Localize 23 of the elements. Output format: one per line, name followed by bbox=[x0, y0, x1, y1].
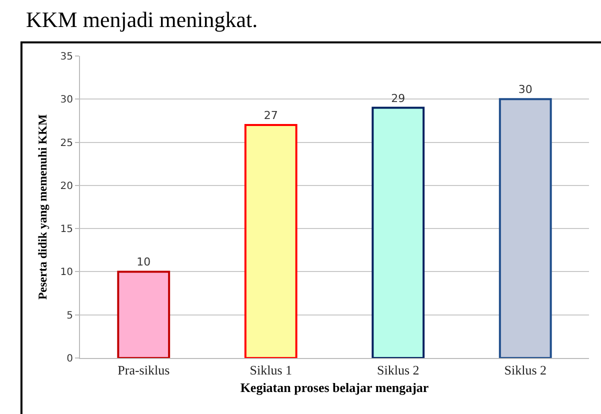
bar bbox=[372, 106, 425, 358]
data-label: 30 bbox=[518, 83, 532, 96]
y-tick-label: 5 bbox=[66, 310, 73, 322]
data-label: 27 bbox=[264, 109, 278, 122]
y-tick-label: 25 bbox=[60, 138, 73, 149]
y-tick-label: 30 bbox=[60, 94, 73, 106]
y-tick-label: 15 bbox=[60, 224, 73, 236]
bar bbox=[117, 270, 170, 358]
y-tick-label: 0 bbox=[66, 354, 73, 364]
x-tick-label: Siklus 1 bbox=[250, 362, 292, 378]
y-tick-label: 20 bbox=[60, 180, 73, 192]
x-tick-label: Pra-siklus bbox=[118, 362, 170, 378]
text: KKM menjadi meningkat. bbox=[26, 7, 258, 32]
y-tick-label: 10 bbox=[60, 267, 73, 278]
bar bbox=[244, 124, 298, 358]
bar bbox=[498, 98, 552, 358]
y-tick-label: 35 bbox=[60, 52, 73, 62]
x-tick-label: Siklus 2 bbox=[376, 362, 420, 378]
x-tick-label: Siklus 2 bbox=[504, 362, 547, 378]
data-label: 29 bbox=[391, 92, 406, 105]
y-axis-title: Peserta didik yang memenuhi KKM bbox=[36, 114, 50, 300]
data-label: 10 bbox=[136, 256, 151, 269]
x-axis-title: Kegiatan proses belajar mengajar bbox=[240, 380, 429, 396]
